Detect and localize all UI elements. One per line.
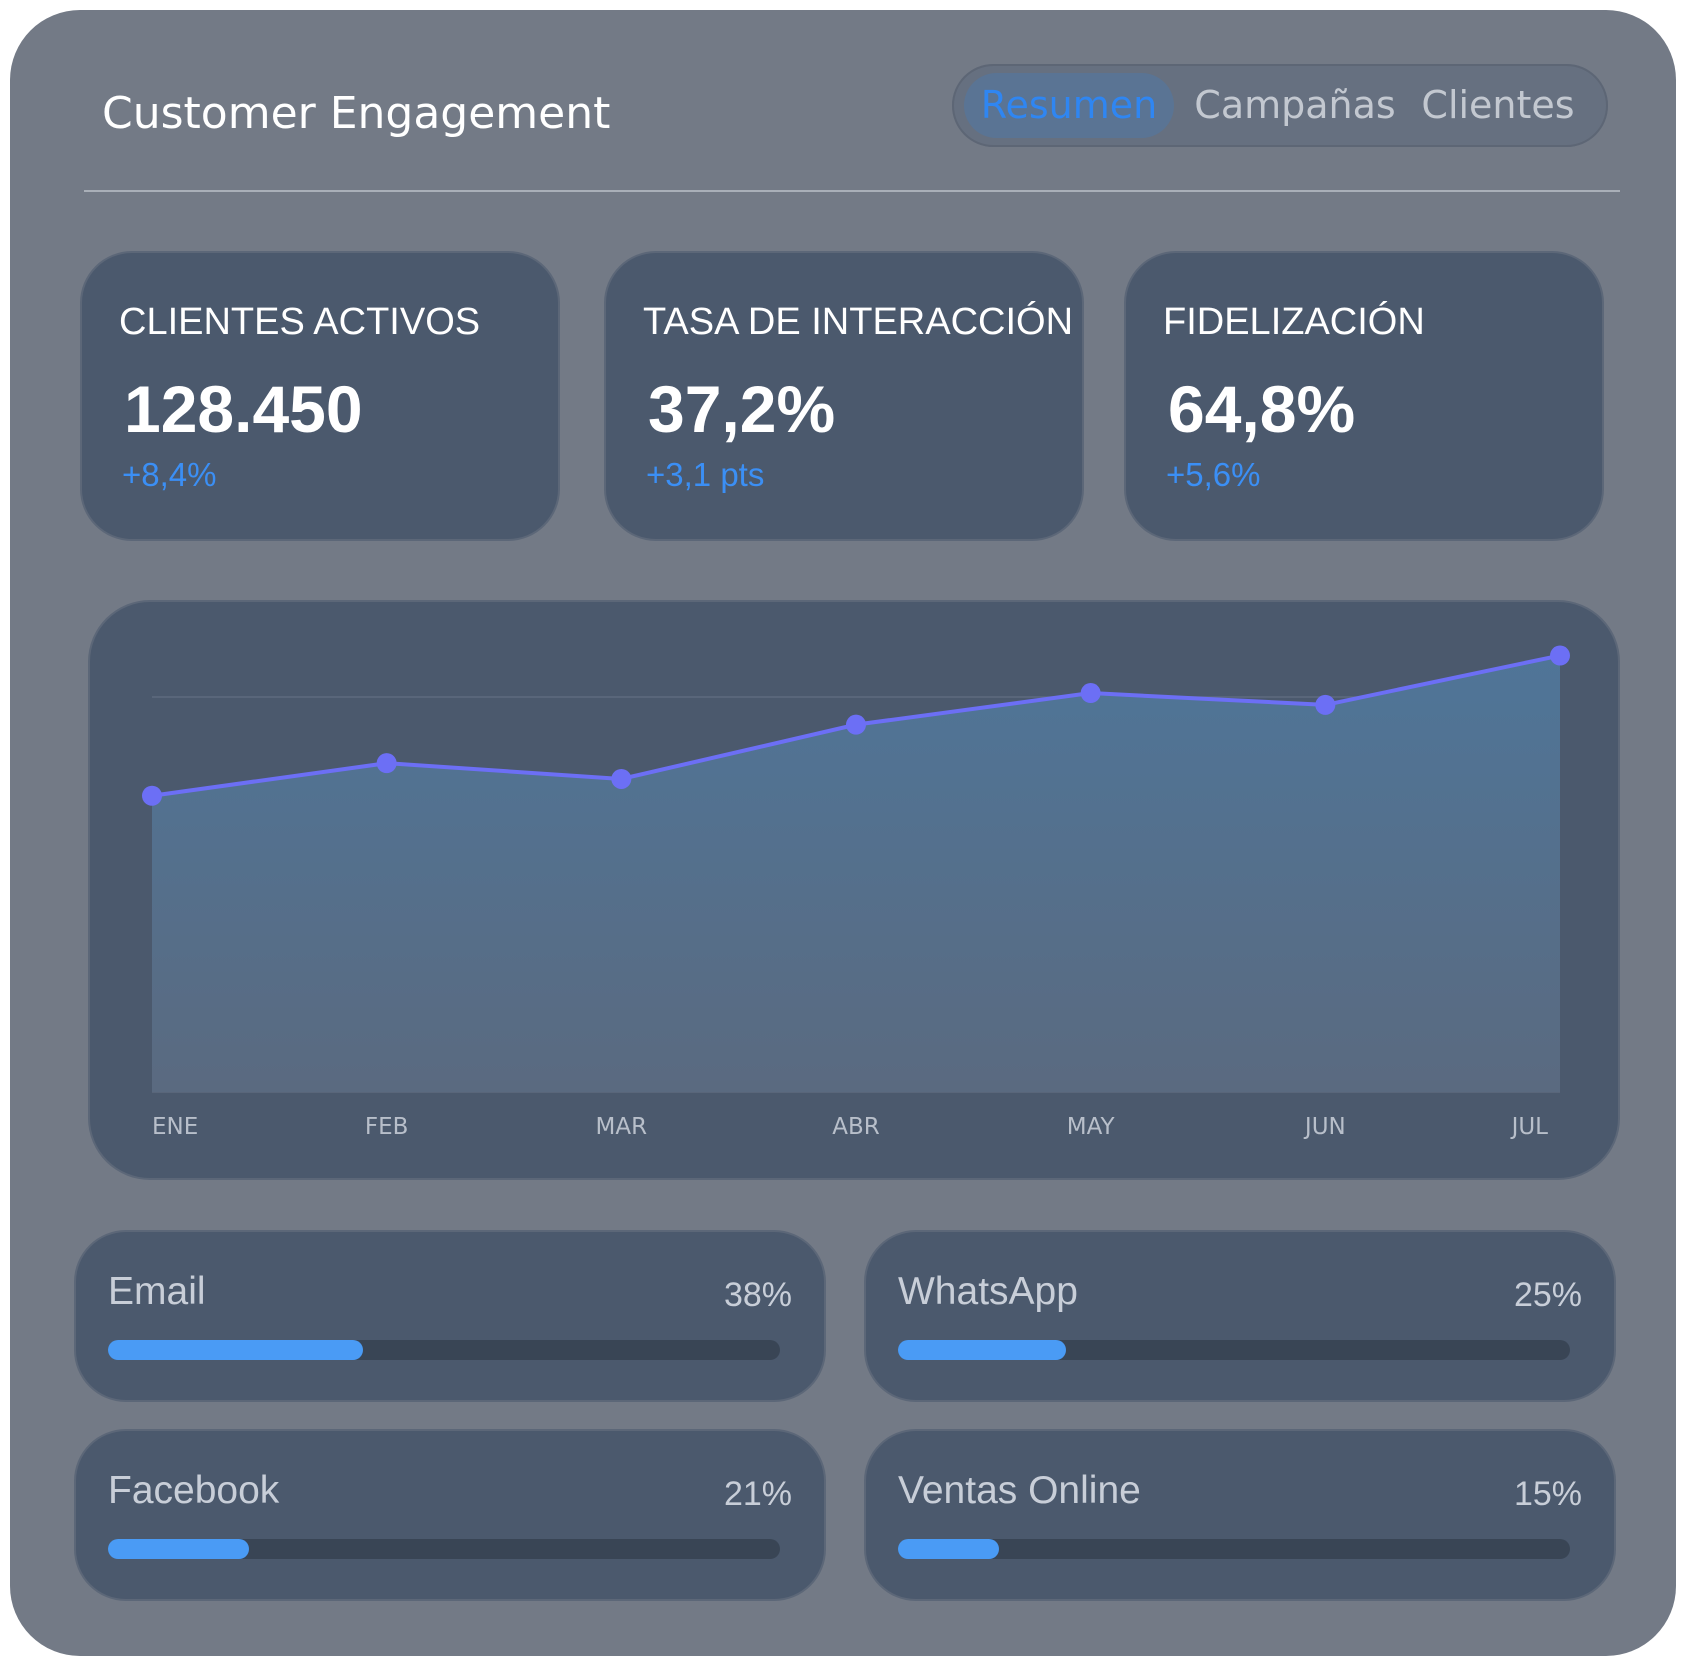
kpi-label: FIDELIZACIÓN <box>1163 301 1425 343</box>
kpi-delta: +3,1 pts <box>646 456 765 493</box>
channel-name: Email <box>108 1270 206 1313</box>
x-tick-label: MAY <box>1067 1114 1116 1140</box>
data-point-ene <box>142 785 162 806</box>
channel-name: WhatsApp <box>898 1270 1078 1313</box>
kpi-card-clientes-activos: CLIENTES ACTIVOS 128.450 +8,4% <box>82 253 558 539</box>
progress-track <box>108 1539 780 1559</box>
kpi-label: TASA DE INTERACCIÓN <box>643 301 1074 343</box>
x-tick-label: ENE <box>152 1114 198 1140</box>
kpi-delta: +5,6% <box>1166 456 1261 493</box>
page-title: Customer Engagement <box>102 88 611 139</box>
progress-fill <box>108 1340 364 1360</box>
channel-percent: 25% <box>1513 1276 1582 1314</box>
progress-track <box>108 1340 780 1360</box>
channel-card-facebook: Facebook 21% <box>76 1431 824 1599</box>
tab-bar: Resumen Campañas Clientes <box>952 64 1608 147</box>
channel-card-email: Email 38% <box>76 1232 824 1400</box>
channel-percent: 15% <box>1513 1475 1582 1513</box>
engagement-area-chart: ENE FEB MAR ABR MAY JUN JUL <box>142 645 1570 1140</box>
kpi-value: 37,2% <box>648 372 836 446</box>
x-tick-label: MAR <box>596 1114 648 1140</box>
channel-card-ventas-online: Ventas Online 15% <box>866 1431 1614 1599</box>
tab-resumen[interactable]: Resumen <box>964 73 1174 138</box>
progress-fill <box>898 1340 1066 1360</box>
area-fill <box>152 655 1560 1092</box>
x-tick-label: FEB <box>365 1114 409 1140</box>
progress-track <box>898 1539 1570 1559</box>
channel-card-whatsapp: WhatsApp 25% <box>866 1232 1614 1400</box>
x-tick-label: JUN <box>1303 1114 1346 1140</box>
channel-name: Facebook <box>108 1469 280 1512</box>
engagement-chart-card: ENE FEB MAR ABR MAY JUN JUL <box>90 602 1618 1178</box>
kpi-card-fidelizacion: FIDELIZACIÓN 64,8% +5,6% <box>1126 253 1602 539</box>
header-divider <box>84 190 1620 192</box>
progress-fill <box>898 1539 999 1559</box>
kpi-label: CLIENTES ACTIVOS <box>119 301 481 343</box>
x-tick-label: JUL <box>1510 1114 1549 1140</box>
data-point-may <box>1080 683 1101 704</box>
kpi-card-tasa-interaccion: TASA DE INTERACCIÓN 37,2% +3,1 pts <box>606 253 1082 539</box>
data-point-jul <box>1550 645 1570 666</box>
x-tick-label: ABR <box>832 1114 880 1140</box>
kpi-value: 64,8% <box>1168 372 1356 446</box>
channel-name: Ventas Online <box>898 1469 1141 1512</box>
channel-percent: 38% <box>723 1276 792 1314</box>
tab-campanas[interactable]: Campañas <box>1194 83 1396 127</box>
data-point-jun <box>1315 694 1336 715</box>
progress-track <box>898 1340 1570 1360</box>
dashboard-panel: Customer Engagement Resumen Campañas Cli… <box>10 10 1676 1656</box>
progress-fill <box>108 1539 250 1559</box>
tab-clientes[interactable]: Clientes <box>1421 83 1575 127</box>
data-point-mar <box>611 768 632 789</box>
kpi-value: 128.450 <box>124 372 363 446</box>
channel-percent: 21% <box>723 1475 792 1513</box>
kpi-delta: +8,4% <box>122 456 217 493</box>
data-point-abr <box>846 714 866 735</box>
data-point-feb <box>376 753 397 774</box>
